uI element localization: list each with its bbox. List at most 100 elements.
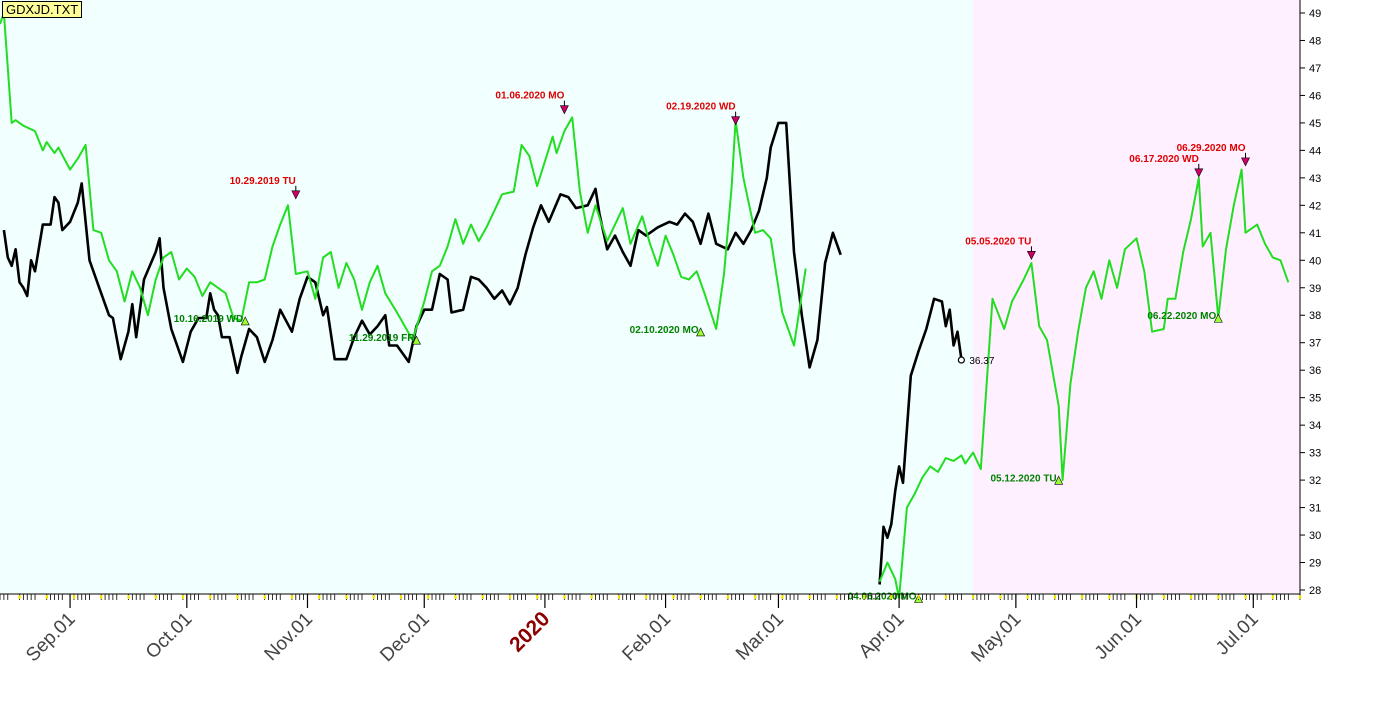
trough-label-9: 04.06.2020 MO bbox=[848, 591, 917, 602]
x-week-mark bbox=[454, 595, 457, 599]
x-week-mark bbox=[590, 595, 593, 599]
x-week-mark bbox=[18, 595, 21, 599]
x-week-mark bbox=[917, 595, 920, 599]
y-tick-label-11: 39 bbox=[1309, 283, 1321, 295]
x-month-label-1: Oct.01 bbox=[142, 609, 196, 663]
x-week-mark bbox=[1108, 595, 1111, 599]
last-value-label: 36.37 bbox=[969, 356, 994, 367]
x-month-label-6: Mar.01 bbox=[732, 609, 788, 665]
y-tick-label-1: 29 bbox=[1309, 558, 1321, 570]
y-tick-label-15: 43 bbox=[1309, 173, 1321, 185]
series-line-price bbox=[2, 121, 963, 585]
last-value-marker bbox=[957, 356, 965, 364]
annotation-layer: 10.29.2019 TU 01.06.2020 MO 02.19.2020 WD 0… bbox=[174, 91, 1250, 603]
x-week-mark bbox=[781, 595, 784, 599]
y-tick-label-17: 45 bbox=[1309, 118, 1321, 130]
x-week-mark bbox=[972, 595, 975, 599]
trough-label-8: 02.10.2020 MO bbox=[630, 325, 699, 336]
x-week-mark bbox=[290, 595, 294, 599]
trough-marker-10 bbox=[1054, 475, 1064, 485]
zone-0 bbox=[0, 0, 974, 593]
x-week-mark bbox=[45, 595, 48, 599]
y-tick-label-8: 36 bbox=[1309, 365, 1321, 377]
y-tick-label-20: 48 bbox=[1309, 35, 1321, 47]
x-week-mark bbox=[209, 595, 212, 599]
x-week-mark bbox=[154, 595, 157, 599]
x-week-mark bbox=[617, 595, 621, 599]
x-week-mark bbox=[1026, 595, 1029, 599]
peak-marker-1 bbox=[559, 105, 569, 115]
y-tick-label-0: 28 bbox=[1309, 585, 1321, 597]
peak-marker-3 bbox=[1026, 250, 1036, 260]
x-week-mark bbox=[1299, 595, 1302, 599]
x-month-label-8: May.01 bbox=[967, 609, 1025, 667]
y-tick-label-3: 31 bbox=[1309, 503, 1321, 515]
trough-label-11: 06.22.2020 MO bbox=[1147, 311, 1216, 322]
x-week-mark bbox=[263, 595, 266, 599]
trough-marker-7 bbox=[411, 335, 421, 345]
y-tick-label-9: 37 bbox=[1309, 338, 1321, 350]
y-tick-label-14: 42 bbox=[1309, 200, 1321, 212]
x-month-label-2: Nov.01 bbox=[261, 609, 317, 665]
x-week-mark bbox=[1053, 595, 1056, 599]
y-tick-label-6: 34 bbox=[1309, 420, 1321, 432]
x-month-label-9: Jun.01 bbox=[1091, 609, 1146, 664]
y-axis: 28 29 30 31 32 33 34 35 36 37 38 39 40 41 42 43 44 45 46 47… bbox=[1299, 0, 1321, 597]
peak-label-1: 01.06.2020 MO bbox=[495, 91, 564, 102]
x-week-mark bbox=[1271, 595, 1274, 599]
x-week-mark bbox=[508, 595, 512, 599]
x-axis: Sep.01 Oct.01 Nov.01 Dec.01 2020 Feb.01 Mar.01… bbox=[0, 593, 1302, 667]
x-week-mark bbox=[345, 595, 348, 599]
x-week-mark bbox=[181, 595, 185, 599]
peak-label-4: 06.17.2020 WD bbox=[1129, 154, 1199, 165]
trough-label-10: 05.12.2020 TU bbox=[991, 473, 1057, 484]
series-layer: 36.37 bbox=[0, 12, 1290, 600]
y-tick-label-10: 38 bbox=[1309, 310, 1321, 322]
background-zones bbox=[0, 0, 1300, 593]
x-week-mark bbox=[808, 595, 811, 599]
x-week-mark bbox=[1081, 595, 1084, 599]
y-tick-label-19: 47 bbox=[1309, 63, 1321, 75]
symbol-label: GDXJD.TXT bbox=[2, 1, 83, 18]
y-tick-label-21: 49 bbox=[1309, 8, 1321, 20]
trough-label-7: 11.29.2019 FR bbox=[349, 333, 415, 344]
x-month-label-7: Apr.01 bbox=[855, 609, 909, 663]
trough-marker-11 bbox=[1213, 313, 1223, 323]
y-tick-label-5: 33 bbox=[1309, 448, 1321, 460]
y-tick-label-2: 30 bbox=[1309, 530, 1321, 542]
x-week-mark bbox=[1217, 595, 1220, 599]
y-tick-label-12: 40 bbox=[1309, 255, 1321, 267]
peak-marker-5 bbox=[1241, 157, 1250, 167]
x-week-mark bbox=[536, 595, 539, 599]
y-tick-label-7: 35 bbox=[1309, 393, 1321, 405]
x-week-mark bbox=[944, 595, 948, 599]
x-week-mark bbox=[236, 595, 239, 599]
trough-label-6: 10.16.2019 WD bbox=[174, 314, 244, 325]
x-week-mark bbox=[1244, 595, 1247, 599]
x-week-mark bbox=[754, 595, 757, 599]
series-line-projection bbox=[0, 12, 1290, 600]
x-week-mark bbox=[481, 595, 484, 599]
y-tick-label-18: 46 bbox=[1309, 90, 1321, 102]
x-week-mark bbox=[563, 595, 566, 599]
x-week-mark bbox=[699, 595, 702, 599]
x-week-mark bbox=[863, 595, 866, 599]
x-week-mark bbox=[645, 595, 648, 599]
x-week-mark bbox=[890, 595, 893, 599]
x-month-label-3: Dec.01 bbox=[376, 609, 433, 666]
peak-label-0: 10.29.2019 TU bbox=[230, 176, 296, 187]
y-tick-label-16: 44 bbox=[1309, 145, 1321, 157]
peak-label-2: 02.19.2020 WD bbox=[666, 102, 736, 113]
peak-label-5: 06.29.2020 MO bbox=[1177, 143, 1246, 154]
y-tick-label-4: 32 bbox=[1309, 475, 1321, 487]
x-week-mark bbox=[318, 595, 321, 599]
y-tick-label-13: 41 bbox=[1309, 228, 1321, 240]
x-week-mark bbox=[100, 595, 103, 599]
x-week-mark bbox=[72, 595, 76, 599]
x-week-mark bbox=[399, 595, 403, 599]
x-week-mark bbox=[726, 595, 730, 599]
x-week-mark bbox=[999, 595, 1002, 599]
x-week-mark bbox=[372, 595, 375, 599]
zone-1 bbox=[973, 0, 1300, 593]
